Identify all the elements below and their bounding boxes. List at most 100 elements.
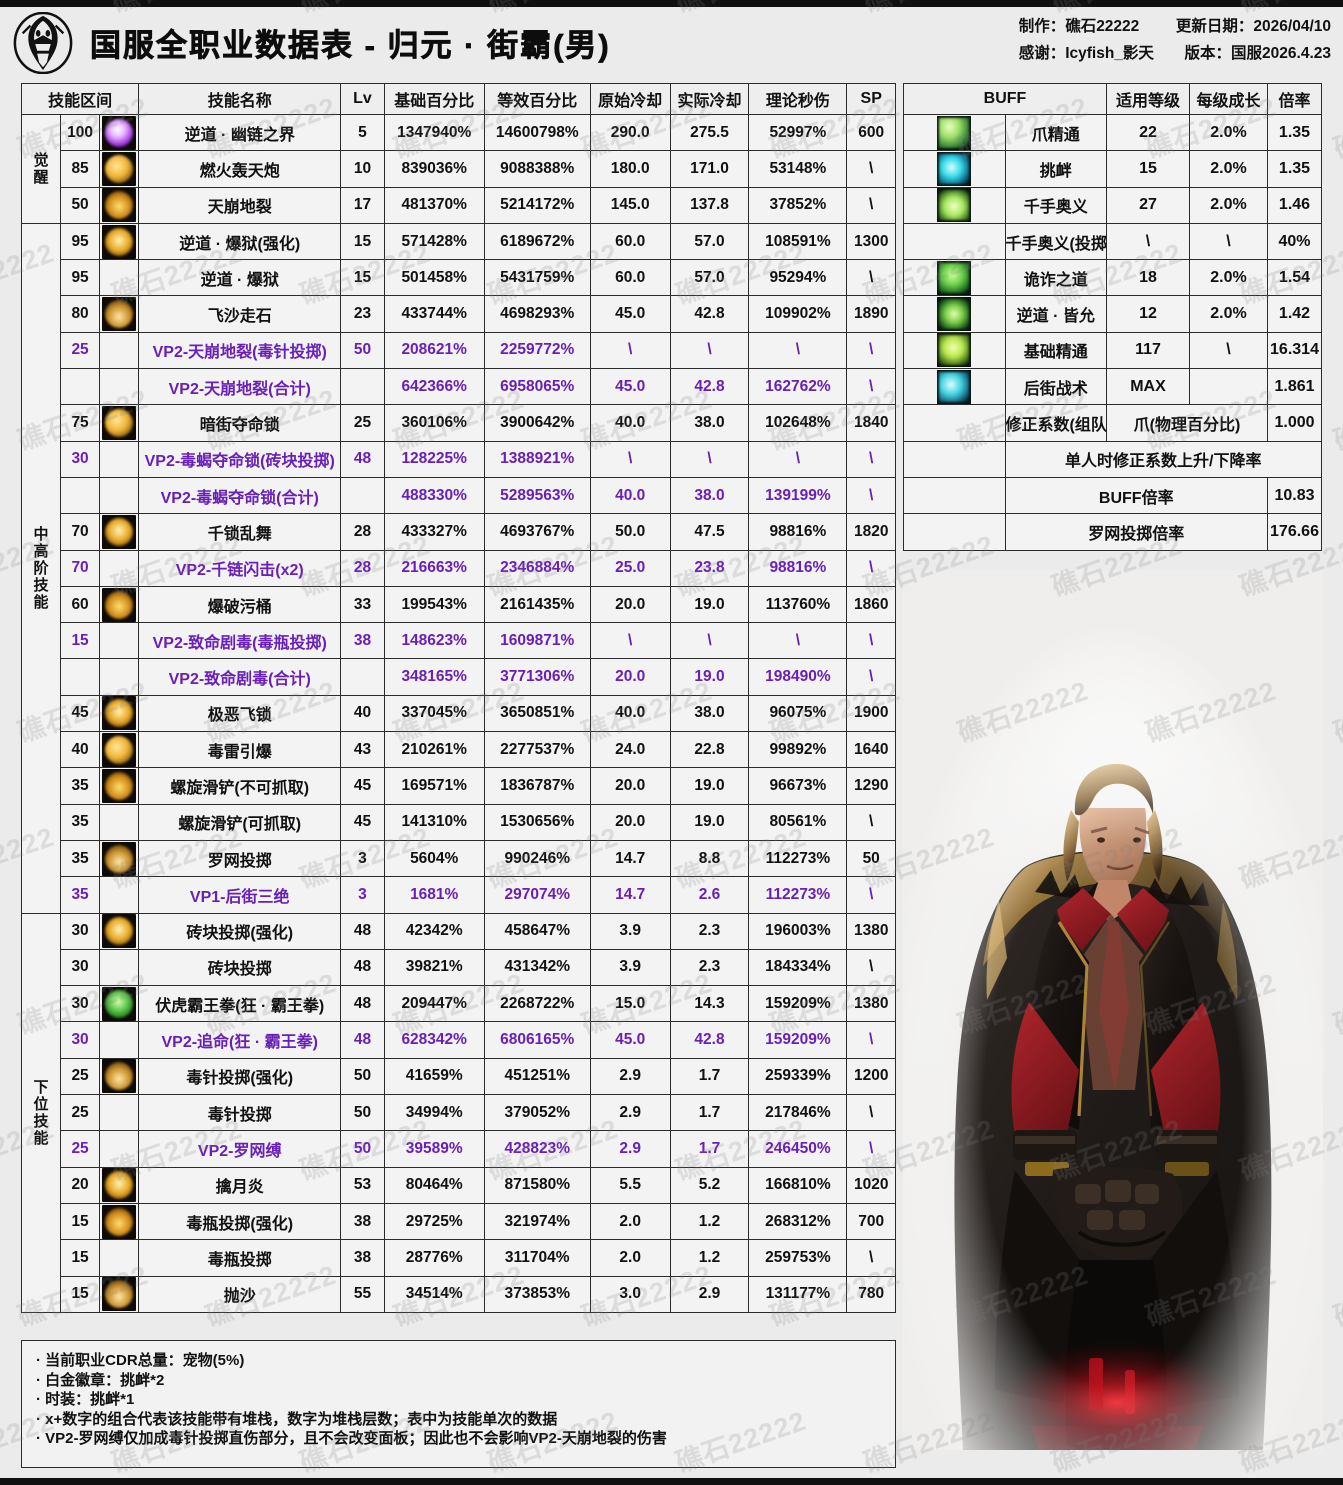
skill-actual-cooldown-cell: 22.8	[669, 731, 750, 769]
skill-row: 40 毒雷引爆 43 210261% 2277537% 24.0 22.8 99892% 164…	[22, 731, 896, 769]
skill-name-cell: 千锁乱舞	[138, 513, 342, 551]
skill-base-percent-cell: 1347940%	[383, 113, 485, 152]
buff-row: 基础精通 117 \ 16.314	[903, 331, 1322, 370]
skill-icon-cell	[99, 1057, 140, 1096]
skill-sp-cell: \	[846, 658, 896, 696]
skill-raw-cooldown-cell: 45.0	[589, 1021, 671, 1059]
buff-level-cell: 117	[1106, 331, 1190, 370]
skill-effective-percent-cell: 428823%	[483, 1130, 591, 1168]
skill-base-percent-cell: 42342%	[383, 912, 485, 950]
skill-base-percent-cell: 348165%	[383, 658, 485, 696]
skill-actual-cooldown-cell: 2.3	[669, 912, 750, 950]
skill-row: 25 VP2-罗网缚 50 39589% 428823% 2.9 1.7 246450% \	[22, 1130, 896, 1168]
skill-base-percent-cell: 5604%	[383, 839, 485, 878]
skill-actual-cooldown-cell: \	[669, 331, 750, 370]
skill-sp-cell: 780	[846, 1275, 896, 1313]
skill-effective-percent-cell: 321974%	[483, 1202, 591, 1241]
skill-effective-percent-cell: 1836787%	[483, 767, 591, 805]
skill-sp-cell: \	[846, 1021, 896, 1059]
skill-icon-tan	[102, 297, 137, 332]
skill-sp-cell: 1640	[846, 731, 896, 769]
skill-sp-cell: \	[846, 876, 896, 914]
skill-zone-cell	[60, 658, 101, 696]
skill-icon-cell	[99, 222, 140, 261]
skill-actual-cooldown-cell: 1.7	[669, 1130, 750, 1168]
skill-effective-percent-cell: 4693767%	[483, 513, 591, 551]
skill-icon-cell	[99, 186, 140, 224]
skill-icon-cell	[99, 150, 140, 188]
skill-group-label: 中高阶技能	[20, 222, 62, 914]
skill-effective-percent-cell: 6806165%	[483, 1021, 591, 1059]
col-header-name: 技能名称	[138, 83, 342, 115]
skill-raw-cooldown-cell: \	[589, 440, 671, 478]
skill-name-cell: 罗网投掷	[138, 839, 342, 878]
buff-level-cell: 15	[1106, 150, 1190, 188]
buff-icon-thousand-hands	[937, 188, 972, 223]
skill-level-cell: 53	[340, 1166, 385, 1204]
skill-effective-percent-cell: 1388921%	[483, 440, 591, 478]
skill-sp-cell: 1020	[846, 1166, 896, 1204]
skill-actual-cooldown-cell: 1.7	[669, 1094, 750, 1132]
skill-icon-gold2	[102, 514, 137, 549]
skill-base-percent-cell: 571428%	[383, 222, 485, 261]
skill-zone-cell: 35	[60, 876, 101, 914]
skill-raw-cooldown-cell: 2.0	[589, 1239, 671, 1277]
skill-zone-cell: 70	[60, 549, 101, 587]
skill-row: 30 伏虎霸王拳(狂 · 霸王拳) 48 209447% 2268722% 15.0 14.…	[22, 985, 896, 1023]
skill-icon-gold	[102, 732, 137, 767]
buff-rate-cell: 16.314	[1267, 331, 1322, 370]
skill-raw-cooldown-cell: 145.0	[589, 186, 671, 224]
col-header-buff: BUFF	[903, 83, 1107, 115]
skill-raw-cooldown-cell: \	[589, 622, 671, 660]
buff-row: 单人时修正系数上升/下降率	[903, 440, 1322, 478]
skill-actual-cooldown-cell: 42.8	[669, 1021, 750, 1059]
skill-zone-cell: 25	[60, 1057, 101, 1096]
skill-group-label: 下位技能	[20, 912, 62, 1313]
skill-dps-cell: 139199%	[748, 476, 848, 515]
skill-base-percent-cell: 80464%	[383, 1166, 485, 1204]
skill-zone-cell: 80	[60, 295, 101, 333]
skill-effective-percent-cell: 373853%	[483, 1275, 591, 1313]
skill-name-cell: VP2-天崩地裂(毒针投掷)	[138, 331, 342, 370]
skill-group-label: 觉醒	[20, 114, 62, 224]
skill-row: VP2-致命剧毒(合计) 348165% 3771306% 20.0 19.0 19849…	[22, 658, 896, 696]
buff-icon-backstreet-tactics	[937, 369, 972, 404]
skill-row: 15 毒瓶投掷(强化) 38 29725% 321974% 2.0 1.2 268312% 70…	[22, 1202, 896, 1241]
skill-row: 60 爆破污桶 33 199543% 2161435% 20.0 19.0 113760% 18…	[22, 585, 896, 624]
skill-zone-cell: 35	[60, 839, 101, 878]
skill-icon-cell	[99, 476, 140, 515]
col-header-raw-cooldown: 原始冷却	[589, 83, 671, 115]
footer-note-item: 白金徽章：挑衅*2	[36, 1371, 895, 1391]
buff-icon-cell	[903, 331, 1006, 370]
buff-level-cell: \	[1106, 222, 1190, 261]
skill-raw-cooldown-cell: 2.0	[589, 1202, 671, 1241]
skill-level-cell: 48	[340, 440, 385, 478]
col-header-base-percent: 基础百分比	[383, 83, 485, 115]
skill-icon-amber	[102, 188, 137, 223]
buff-name-cell: 爪精通	[1004, 113, 1107, 152]
skill-base-percent-cell: 642366%	[383, 368, 485, 406]
skill-effective-percent-cell: 458647%	[483, 912, 591, 950]
col-header-theoretical-dps: 理论秒伤	[748, 83, 848, 115]
skill-sp-cell: \	[846, 368, 896, 406]
skill-name-cell: 逆道 · 爆狱(强化)	[138, 222, 342, 261]
skill-raw-cooldown-cell: 14.7	[589, 839, 671, 878]
skill-level-cell: 48	[340, 1021, 385, 1059]
skill-zone-cell: 15	[60, 622, 101, 660]
skill-base-percent-cell: 34514%	[383, 1275, 485, 1313]
skill-base-percent-cell: 141310%	[383, 803, 485, 841]
skill-sp-cell: \	[846, 186, 896, 224]
skill-level-cell: 45	[340, 767, 385, 805]
skill-actual-cooldown-cell: 2.3	[669, 948, 750, 987]
buff-row: 修正系数(组队) 爪(物理百分比) 1.000	[903, 404, 1322, 442]
col-header-multiplier: 倍率	[1267, 83, 1322, 115]
skill-dps-cell: 96075%	[748, 694, 848, 733]
skill-actual-cooldown-cell: 14.3	[669, 985, 750, 1023]
skill-name-cell: VP2-千链闪击(x2)	[138, 549, 342, 587]
skill-raw-cooldown-cell: 3.9	[589, 912, 671, 950]
skill-dps-cell: 159209%	[748, 1021, 848, 1059]
skill-effective-percent-cell: 1530656%	[483, 803, 591, 841]
buff-growth-cell: 2.0%	[1189, 150, 1268, 188]
col-header-lv: Lv	[340, 83, 385, 115]
skill-actual-cooldown-cell: 42.8	[669, 295, 750, 333]
